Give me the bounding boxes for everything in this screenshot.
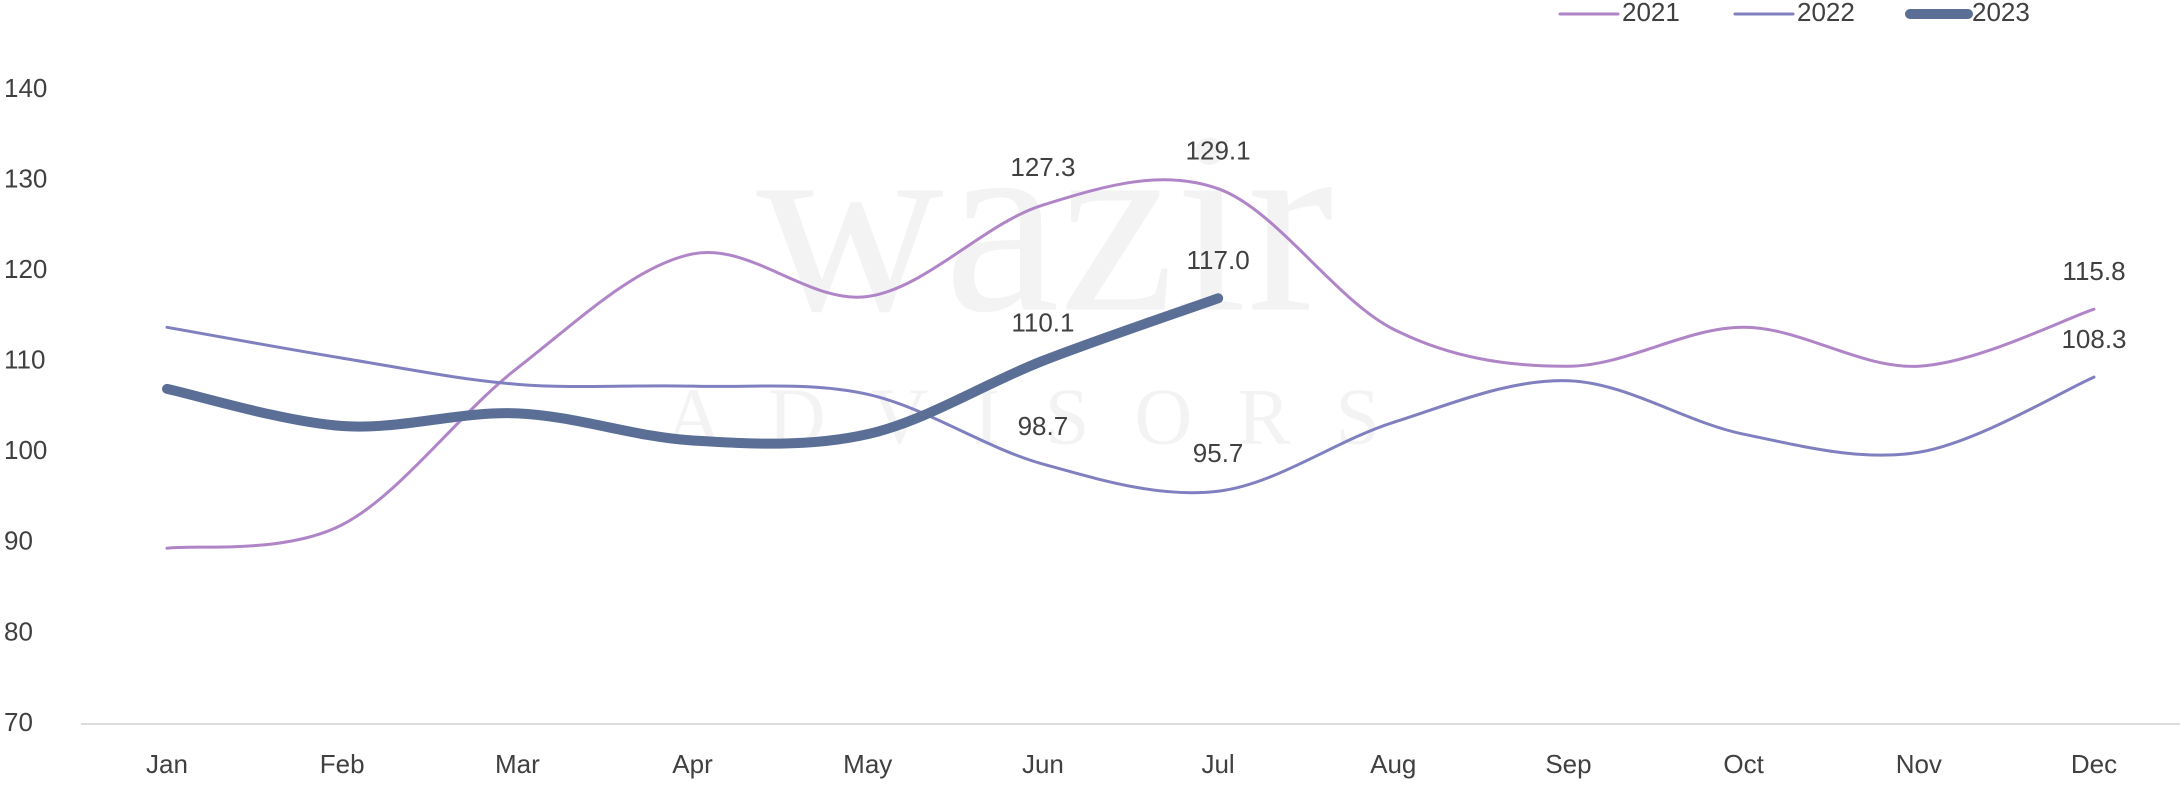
y-tick-label: 130 [4,163,47,193]
legend-label: 2022 [1797,0,1855,27]
series-line [165,178,2096,550]
legend-label: 2021 [1622,0,1680,27]
data-label: 95.7 [1193,438,1244,468]
x-tick-label: Jun [1022,749,1064,779]
data-label: 129.1 [1186,136,1251,166]
data-label: 117.0 [1187,245,1250,275]
data-label: 98.7 [1018,411,1069,441]
data-label: 127.3 [1010,152,1075,182]
data-label: 115.8 [2062,256,2125,286]
y-tick-label: 140 [4,73,47,103]
data-label: 108.3 [2061,324,2126,354]
series-line [165,325,2096,495]
x-tick-label: Oct [1723,749,1764,779]
watermark-title: wazir [756,79,1333,367]
y-tick-label: 110 [4,345,45,375]
data-label: 110.1 [1011,308,1074,338]
x-tick-label: Dec [2071,749,2117,779]
x-tick-label: Jan [146,749,188,779]
legend-label: 2023 [1972,0,2030,27]
x-tick-label: Mar [495,749,540,779]
y-tick-label: 100 [4,435,47,465]
x-tick-label: Aug [1370,749,1416,779]
y-tick-label: 70 [4,707,33,737]
x-tick-label: Jul [1201,749,1234,779]
y-tick-label: 90 [4,526,33,556]
x-tick-label: Apr [672,749,713,779]
y-tick-label: 120 [4,254,47,284]
y-tick-label: 80 [4,616,33,646]
x-tick-label: Sep [1545,749,1591,779]
x-tick-label: Feb [320,749,365,779]
x-tick-label: Nov [1896,749,1942,779]
x-tick-label: May [843,749,892,779]
series-line [162,293,1224,449]
